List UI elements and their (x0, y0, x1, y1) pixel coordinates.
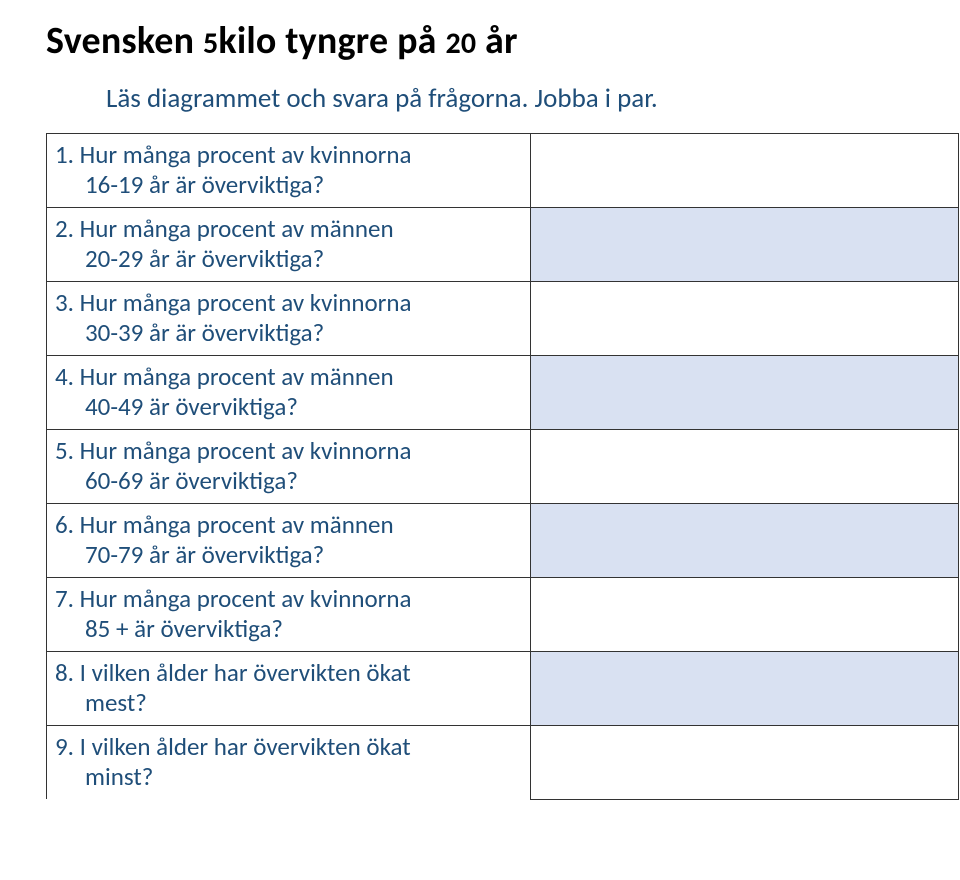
question-cell: 1. Hur många procent av kvinnorna 16-19 … (47, 134, 531, 208)
question-cell: 6. Hur många procent av männen 70-79 år … (47, 504, 531, 578)
question-number: 7. (55, 583, 74, 614)
question-number: 4. (55, 361, 74, 392)
table-row: 5. Hur många procent av kvinnorna 60-69 … (47, 430, 959, 504)
question-line1: Hur många procent av männen (80, 213, 394, 244)
question-cell: 3. Hur många procent av kvinnorna 30-39 … (47, 282, 531, 356)
answer-cell[interactable] (531, 504, 959, 578)
table-row: 2. Hur många procent av männen 20-29 år … (47, 208, 959, 282)
title-part-e: år (476, 18, 517, 64)
answer-cell[interactable] (531, 282, 959, 356)
question-line2: 16-19 år är överviktiga? (55, 170, 520, 200)
question-cell: 4. Hur många procent av männen 40-49 är … (47, 356, 531, 430)
table-row: 6. Hur många procent av männen 70-79 år … (47, 504, 959, 578)
table-row: 4. Hur många procent av männen 40-49 är … (47, 356, 959, 430)
table-row: 7. Hur många procent av kvinnorna 85 + ä… (47, 578, 959, 652)
question-number: 2. (55, 213, 74, 244)
answer-cell[interactable] (531, 726, 959, 800)
question-line2: 70-79 år är överviktiga? (55, 540, 520, 570)
question-line2: 40-49 är överviktiga? (55, 392, 520, 422)
question-line1: Hur många procent av kvinnorna (80, 139, 412, 170)
table-row: 8. I vilken ålder har övervikten ökat me… (47, 652, 959, 726)
question-line2: 85 + är överviktiga? (55, 614, 520, 644)
question-cell: 5. Hur många procent av kvinnorna 60-69 … (47, 430, 531, 504)
question-number: 5. (55, 435, 74, 466)
answer-cell[interactable] (531, 208, 959, 282)
title-part-c: kilo tyngre på (218, 18, 445, 64)
page-title: Svensken 5kilo tyngre på 20 år (46, 18, 960, 64)
answer-cell[interactable] (531, 652, 959, 726)
question-number: 9. (55, 731, 74, 762)
question-line2: 20-29 år är överviktiga? (55, 244, 520, 274)
table-row: 9. I vilken ålder har övervikten ökat mi… (47, 726, 959, 800)
question-line1: Hur många procent av kvinnorna (80, 287, 412, 318)
table-row: 3. Hur många procent av kvinnorna 30-39 … (47, 282, 959, 356)
question-line1: Hur många procent av kvinnorna (80, 583, 412, 614)
question-cell: 9. I vilken ålder har övervikten ökat mi… (47, 726, 531, 800)
question-number: 1. (55, 139, 74, 170)
title-part-b: 5 (203, 25, 218, 62)
question-line1: I vilken ålder har övervikten ökat (80, 657, 411, 688)
question-number: 3. (55, 287, 74, 318)
question-line1: Hur många procent av kvinnorna (80, 435, 412, 466)
answer-cell[interactable] (531, 430, 959, 504)
instructions-text: Läs diagrammet och svara på frågorna. Jo… (106, 82, 960, 115)
question-line2: 60-69 är överviktiga? (55, 466, 520, 496)
question-line2: minst? (55, 762, 520, 792)
question-cell: 8. I vilken ålder har övervikten ökat me… (47, 652, 531, 726)
title-part-a: Svensken (46, 18, 203, 64)
question-number: 6. (55, 509, 74, 540)
question-number: 8. (55, 657, 74, 688)
title-part-d: 20 (445, 25, 476, 62)
table-row: 1. Hur många procent av kvinnorna 16-19 … (47, 134, 959, 208)
question-line2: mest? (55, 688, 520, 718)
question-cell: 7. Hur många procent av kvinnorna 85 + ä… (47, 578, 531, 652)
worksheet-page: Svensken 5kilo tyngre på 20 år Läs diagr… (0, 0, 960, 880)
answer-cell[interactable] (531, 356, 959, 430)
question-line1: I vilken ålder har övervikten ökat (80, 731, 411, 762)
questions-table: 1. Hur många procent av kvinnorna 16-19 … (46, 133, 959, 800)
question-line1: Hur många procent av männen (80, 509, 394, 540)
question-cell: 2. Hur många procent av männen 20-29 år … (47, 208, 531, 282)
question-line2: 30-39 år är överviktiga? (55, 318, 520, 348)
answer-cell[interactable] (531, 134, 959, 208)
question-line1: Hur många procent av männen (80, 361, 394, 392)
answer-cell[interactable] (531, 578, 959, 652)
